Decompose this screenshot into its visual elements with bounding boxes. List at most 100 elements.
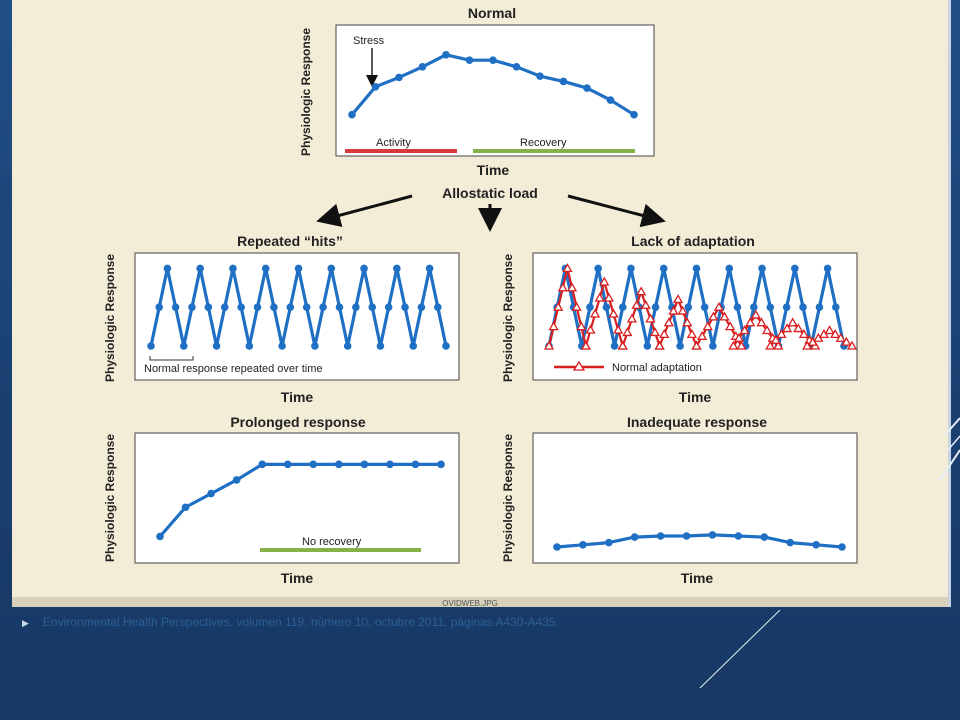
lack-series-point: [700, 303, 709, 312]
activity-label: Activity: [376, 137, 411, 149]
repeated-series-point: [171, 303, 180, 312]
repeated-series-point: [368, 303, 377, 312]
adaptation-point: [589, 308, 601, 318]
adaptation-point: [841, 336, 852, 346]
normal-series-point: [559, 77, 568, 86]
adaptation-point: [640, 299, 651, 309]
adaptation-point: [736, 340, 747, 350]
lack-series-point: [766, 303, 775, 312]
repeated-series-point: [343, 342, 352, 350]
lack-series-point: [627, 264, 635, 273]
repeated-series-point: [417, 303, 426, 312]
normal-series-point: [442, 51, 450, 59]
xlabel-prolonged: Time: [281, 570, 314, 586]
adaptation-point: [761, 325, 773, 335]
inadequate-series-point: [786, 538, 794, 547]
allostatic-load-figure: Normal Repeated “hits” Lack of adaptatio…: [103, 5, 858, 608]
repeated-series-point: [294, 264, 303, 273]
repeated-series-point: [188, 303, 196, 312]
adaptation-point: [603, 292, 615, 302]
stress-label: Stress: [353, 35, 385, 47]
repeated-series-point: [229, 264, 237, 273]
lack-series-point: [594, 264, 602, 273]
no-recovery-label: No recovery: [302, 536, 362, 548]
adaptation-point: [576, 321, 587, 331]
ylabel-prolonged: Physiologic Response: [103, 434, 117, 562]
prolonged-series-point: [335, 460, 343, 469]
normal-series-point: [465, 56, 474, 64]
bullet-icon: ▶: [22, 618, 29, 628]
adaptation-point: [631, 299, 642, 309]
title-normal: Normal: [468, 5, 516, 21]
adaptation-point: [745, 317, 756, 327]
inadequate-series-point: [812, 541, 820, 549]
prolonged-series-point: [411, 460, 420, 469]
repeated-series-point: [401, 303, 409, 312]
inadequate-series-point: [760, 533, 769, 541]
adaptation-point: [686, 329, 698, 339]
lack-series-point: [651, 303, 660, 312]
ylabel-normal: Physiologic Response: [299, 28, 313, 156]
adaptation-point: [580, 340, 591, 350]
adaptation-point: [824, 325, 835, 335]
repeated-series-point: [384, 303, 393, 312]
xlabel-inadequate: Time: [681, 570, 714, 586]
repeated-series-point: [327, 264, 336, 273]
repeated-series-point: [204, 303, 213, 312]
adaptation-point: [543, 340, 555, 350]
normal-series-point: [489, 56, 497, 64]
prolonged-series-point: [207, 489, 215, 498]
lack-series-point: [610, 342, 619, 350]
recovery-label: Recovery: [520, 137, 567, 149]
lack-series-point: [791, 264, 799, 273]
arrow-right: [567, 194, 666, 228]
adaptation-point: [776, 329, 787, 339]
inadequate-series-point: [579, 541, 587, 549]
lack-series-point: [684, 303, 693, 312]
adaptation-point: [594, 292, 605, 302]
inadequate-series-point: [605, 538, 613, 547]
adaptation-point: [733, 332, 745, 342]
prolonged-series-point: [309, 460, 318, 469]
title-repeated: Repeated “hits”: [237, 233, 343, 249]
repeated-series-point: [237, 303, 245, 312]
repeated-series-point: [352, 303, 360, 312]
prolonged-series-point: [258, 460, 266, 469]
lack-series-point: [586, 303, 594, 312]
adaptation-point: [617, 340, 628, 350]
lack-series-point: [643, 342, 652, 350]
lack-series-point: [692, 264, 701, 273]
adaptation-point: [571, 301, 582, 311]
adaptation-point: [739, 325, 750, 335]
citation: ▶ Environmental Health Perspectives, volu…: [22, 615, 559, 629]
normal-series-point: [606, 96, 615, 104]
prolonged-series-point: [437, 460, 445, 469]
lack-series-point: [815, 303, 824, 312]
prolonged-series-point: [283, 460, 292, 469]
adaptation-point: [677, 305, 688, 315]
repeated-series-point: [220, 303, 229, 312]
normal-series-point: [630, 110, 638, 119]
adaptation-point: [781, 323, 793, 333]
repeated-series-point: [409, 342, 418, 350]
lack-series-point: [823, 264, 832, 273]
legend-triangle: [572, 360, 586, 371]
lack-series-point: [733, 303, 742, 312]
adaptation-point: [649, 327, 661, 337]
adaptation-point: [787, 317, 798, 327]
prolonged-series-point: [232, 476, 241, 484]
repeated-note: Normal response repeated over time: [144, 363, 323, 375]
normal-series-point: [583, 84, 591, 92]
adaptation-point: [682, 317, 693, 327]
prolonged-series-point: [181, 503, 190, 512]
adaptation-point: [557, 282, 568, 292]
frame-inadequate: [532, 432, 858, 564]
adaptation-point: [663, 317, 674, 327]
repeated-series-point: [270, 303, 278, 312]
lack-series-point: [659, 264, 668, 273]
normal-series-point: [536, 72, 544, 80]
title-inadequate: Inadequate response: [627, 414, 767, 430]
lack-series-point: [709, 342, 717, 350]
ylabel-inadequate: Physiologic Response: [501, 434, 515, 562]
prolonged-series-point: [156, 532, 164, 541]
